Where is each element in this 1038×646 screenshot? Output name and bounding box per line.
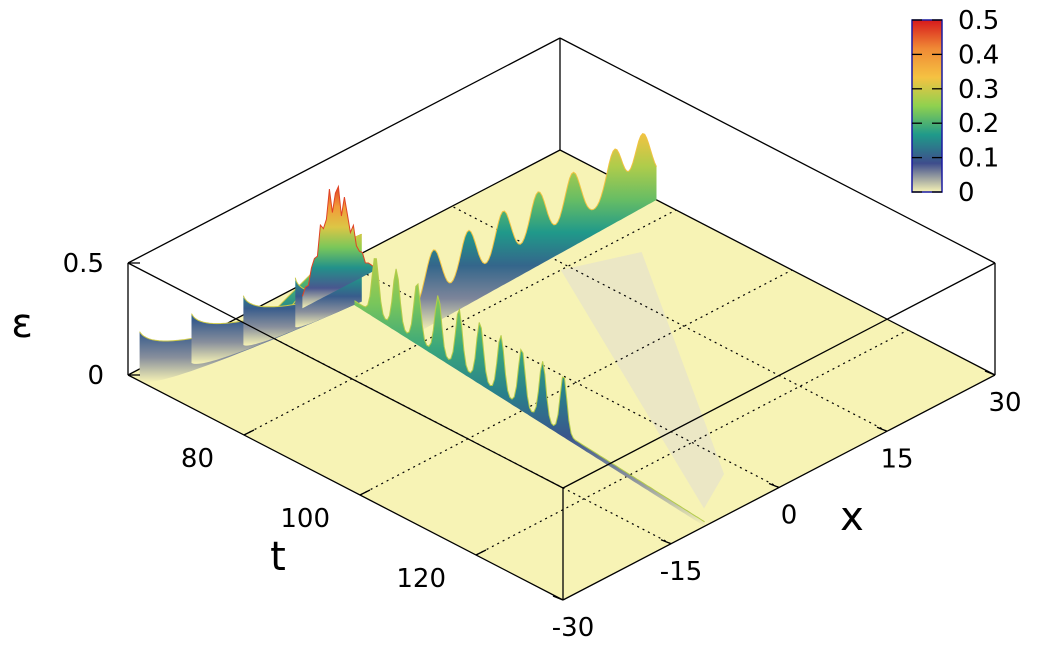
z-tick-label: 0: [87, 361, 104, 391]
t-tick-label: 100: [280, 504, 330, 534]
t-tick-label: 120: [396, 564, 446, 594]
z-tick-label: 0.5: [63, 249, 104, 279]
x-tick-label: 15: [880, 444, 913, 474]
x-tick: [768, 482, 780, 489]
box-edge-front: [562, 262, 996, 489]
box-front-edges: [127, 262, 996, 601]
colorbar-tick-label: 0: [958, 178, 975, 208]
ridge-face: [191, 234, 362, 364]
transmitted-beam: [419, 133, 657, 332]
x-tick: [660, 539, 672, 545]
box-edge-front: [127, 262, 564, 489]
colorbar-tick-label: 0.4: [958, 40, 999, 70]
ridge-face: [243, 234, 362, 346]
t-axis-title: t: [270, 534, 286, 580]
x-tick-label: 30: [988, 388, 1021, 418]
colorbar-tick-label: 0.5: [958, 6, 999, 36]
x-tick: [876, 426, 888, 432]
colorbar-rect: [911, 19, 943, 193]
box-edge: [127, 37, 561, 264]
x-tick: [984, 370, 996, 376]
ridge-face: [302, 186, 375, 309]
ridge-edge: [354, 258, 705, 523]
colorbar: 0 0.1 0.2 0.3 0.4 0.5: [911, 6, 999, 208]
x-axis-title: x: [840, 494, 864, 540]
axis-ticks: -30 -15 0 15 30 80 100 120 0 0.5: [63, 249, 1022, 643]
ridge-edge: [301, 184, 375, 297]
t-tick: [359, 489, 371, 496]
x-tick-label: 0: [781, 501, 798, 531]
x-tick: [552, 595, 564, 601]
colorbar-tick-label: 0.3: [958, 75, 999, 105]
x-tick-label: -15: [660, 557, 702, 587]
ridge-face: [295, 234, 362, 328]
box-edge: [559, 37, 996, 264]
surface-ridges: [139, 133, 705, 527]
collision-peak: [301, 184, 375, 309]
box-edge-front: [127, 374, 564, 601]
x-tick-label: -30: [552, 613, 594, 641]
t-tick: [243, 429, 255, 436]
t-tick-label: 80: [181, 444, 214, 474]
floor-shadow: [560, 252, 724, 509]
t-tick: [475, 549, 487, 556]
ridge-face: [419, 133, 657, 332]
colorbar-tick-label: 0.1: [958, 144, 999, 174]
ridge-edge: [419, 133, 657, 299]
emitted-beam: [354, 258, 705, 527]
colorbar-tick-label: 0.2: [958, 109, 999, 139]
z-axis-title: ε: [11, 301, 33, 347]
